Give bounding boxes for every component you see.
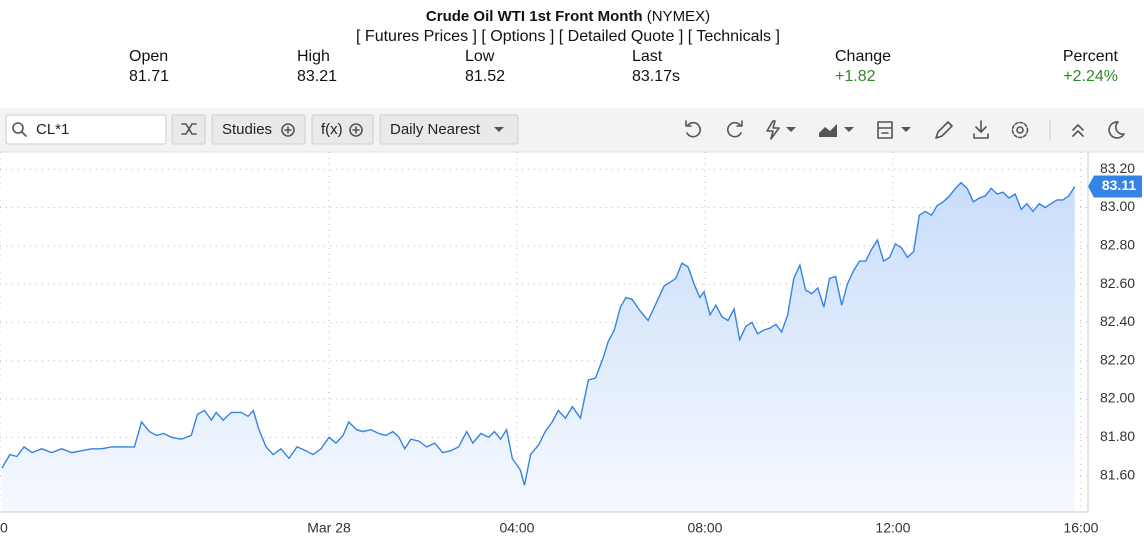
quote-label: Last xyxy=(632,48,663,65)
y-tick-label: 83.20 xyxy=(1100,160,1135,176)
caret xyxy=(844,127,854,132)
search-icon xyxy=(12,122,24,134)
quote-value: 81.71 xyxy=(129,68,169,85)
plus-icon xyxy=(352,126,360,134)
fx-label: f(x) xyxy=(321,121,343,138)
quote-value: 83.21 xyxy=(297,68,337,85)
link[interactable]: [ Detailed Quote ] xyxy=(559,28,684,45)
links: [ Futures Prices ] [ Options ] [ Detaile… xyxy=(356,28,780,45)
theme-icon[interactable] xyxy=(1108,121,1125,139)
fx-button[interactable] xyxy=(311,114,374,145)
settings-icon[interactable] xyxy=(1016,126,1024,134)
y-tick-label: 82.40 xyxy=(1100,313,1135,329)
redo-icon[interactable] xyxy=(727,120,743,138)
download-icon[interactable] xyxy=(973,120,989,139)
studies-button[interactable] xyxy=(211,114,306,145)
quote-value: 83.17s xyxy=(632,68,680,85)
page-title: Crude Oil WTI 1st Front Month (NYMEX) xyxy=(426,8,710,25)
y-tick-label: 81.80 xyxy=(1100,428,1135,444)
links-row: [ Futures Prices ] [ Options ] [ Detaile… xyxy=(356,28,780,45)
settings-icon xyxy=(1011,121,1029,139)
x-tick-label: Mar 28 xyxy=(307,520,351,536)
symbol-text: CL*1 xyxy=(36,121,69,138)
quote-value: +2.24% xyxy=(1063,68,1118,85)
plus-icon xyxy=(281,123,295,137)
x-tick-label: 04:00 xyxy=(499,520,534,536)
period-dropdown[interactable] xyxy=(379,114,519,145)
link[interactable]: [ Futures Prices ] xyxy=(356,28,477,45)
quote-label: Change xyxy=(835,48,891,65)
draw-icon[interactable] xyxy=(935,121,953,139)
studies-label: Studies xyxy=(222,121,272,138)
random-icon xyxy=(181,123,197,135)
y-tick-label: 83.00 xyxy=(1100,198,1135,214)
quote-label: High xyxy=(297,48,330,65)
symbol-search[interactable] xyxy=(5,114,167,145)
exchange: (NYMEX) xyxy=(647,8,710,25)
price-line xyxy=(1,181,1076,486)
period-label: Daily Nearest xyxy=(390,121,481,138)
quote-label: Percent xyxy=(1063,48,1119,65)
quote-value: 81.52 xyxy=(465,68,505,85)
chart-type-icon[interactable] xyxy=(819,124,837,137)
undo-icon[interactable] xyxy=(685,120,701,138)
y-tick-label: 82.00 xyxy=(1100,390,1135,406)
quote-label: Open xyxy=(129,48,168,65)
x-tick-label: 12:00 xyxy=(875,520,910,536)
y-tick-label: 82.60 xyxy=(1100,275,1135,291)
flash-icon[interactable] xyxy=(766,120,780,140)
x-tick-label: 16:00 xyxy=(1063,520,1098,536)
layout-icon[interactable] xyxy=(877,121,893,139)
title-text: Crude Oil WTI 1st Front Month xyxy=(426,8,643,25)
caret xyxy=(786,127,796,132)
x-tick-label: 08:00 xyxy=(687,520,722,536)
search-icon-handle xyxy=(21,131,27,137)
link[interactable]: [ Options ] xyxy=(481,28,554,45)
quote: Open 81.71 High 83.21 Low 81.52 Last 83.17s Chan… xyxy=(129,48,1119,85)
x-tick-label: 00 xyxy=(0,520,8,536)
quote-label: Low xyxy=(465,48,495,65)
quote-value: +1.82 xyxy=(835,68,876,85)
last-price-label: 83.11 xyxy=(1102,177,1136,193)
y-tick-label: 81.60 xyxy=(1100,466,1135,482)
area-fill xyxy=(1,182,1075,512)
caret xyxy=(901,127,911,132)
last-price-tag xyxy=(1088,175,1142,198)
y-tick-label: 82.20 xyxy=(1100,351,1135,367)
y-tick-label: 82.80 xyxy=(1100,237,1135,253)
plus-icon xyxy=(284,126,292,134)
caret xyxy=(494,127,504,132)
plus-icon xyxy=(349,123,363,137)
link[interactable]: [ Technicals ] xyxy=(688,28,780,45)
plot: 81.60 81.80 82.00 82.20 82.40 82.60 82.80 83.00… xyxy=(0,152,1142,536)
collapse-icon[interactable] xyxy=(1072,124,1084,137)
